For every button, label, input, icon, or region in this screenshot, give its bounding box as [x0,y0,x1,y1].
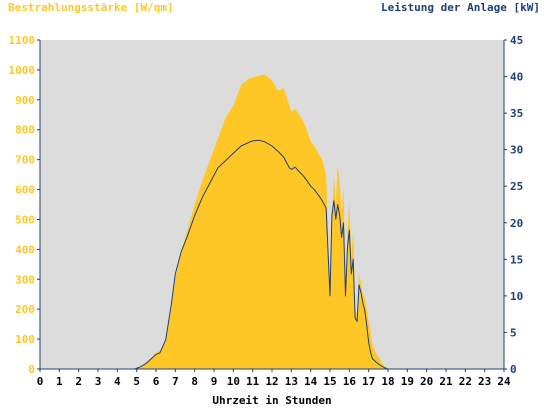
left-tick-label: 300 [15,273,35,286]
x-tick-label: 13 [285,375,298,388]
x-tick-label: 7 [172,375,179,388]
x-tick-label: 8 [191,375,198,388]
right-tick-label: 45 [510,34,523,47]
x-tick-label: 16 [343,375,357,388]
x-tick-label: 21 [439,375,453,388]
x-tick-label: 22 [459,375,472,388]
power-line-series [40,139,504,370]
x-tick-label: 11 [246,375,260,388]
left-tick-label: 0 [28,363,35,376]
left-tick-label: 800 [15,124,35,137]
right-tick-label: 35 [510,107,523,120]
left-tick-label: 600 [15,184,35,197]
left-tick-label: 700 [15,154,35,167]
right-tick-label: 40 [510,71,523,84]
left-tick-label: 100 [15,333,35,346]
left-tick-label: 1000 [9,64,36,77]
right-axis-title: Leistung der Anlage [kW] [381,1,540,14]
x-tick-label: 6 [153,375,160,388]
irradiance-area-series [40,74,504,370]
x-tick-label: 2 [75,375,82,388]
x-tick-label: 12 [265,375,278,388]
left-tick-label: 1100 [9,34,36,47]
right-tick-label: 25 [510,180,523,193]
x-tick-label: 10 [227,375,240,388]
x-tick-label: 9 [211,375,218,388]
x-tick-label: 17 [362,375,375,388]
right-tick-label: 20 [510,217,523,230]
right-tick-label: 5 [510,326,517,339]
x-tick-label: 3 [95,375,102,388]
right-tick-label: 0 [510,363,517,376]
x-tick-label: 0 [37,375,44,388]
left-axis-title: Bestrahlungsstärke [W/qm] [8,1,174,14]
x-tick-label: 24 [497,375,511,388]
left-tick-label: 500 [15,213,35,226]
right-tick-label: 15 [510,253,523,266]
x-axis-title: Uhrzeit in Stunden [212,394,332,407]
x-tick-label: 14 [304,375,318,388]
left-tick-label: 400 [15,243,35,256]
left-tick-label: 900 [15,94,35,107]
x-tick-label: 15 [323,375,336,388]
right-tick-label: 10 [510,290,523,303]
x-tick-label: 18 [381,375,394,388]
left-tick-label: 200 [15,303,35,316]
x-tick-label: 4 [114,375,121,388]
right-tick-label: 30 [510,144,523,157]
x-tick-label: 5 [133,375,140,388]
x-tick-label: 23 [478,375,491,388]
x-tick-label: 1 [56,375,63,388]
x-tick-label: 19 [401,375,414,388]
x-tick-label: 20 [420,375,433,388]
